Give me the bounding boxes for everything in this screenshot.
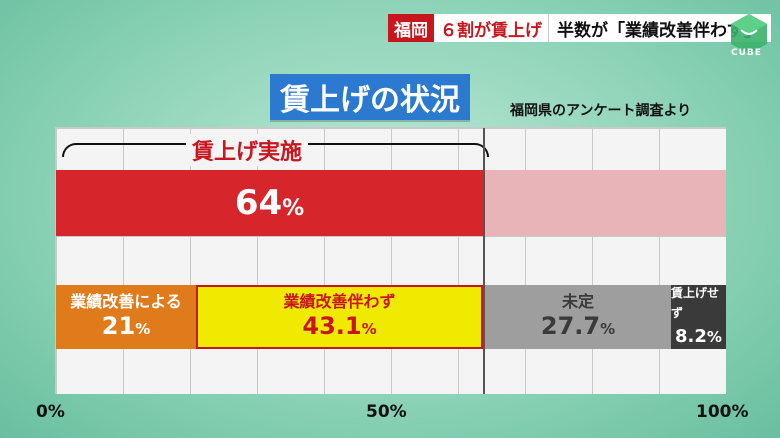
- cube-logo-icon: [731, 14, 767, 54]
- axis-tick-50: 50%: [366, 402, 407, 422]
- news-ticker: 福岡 ６割が賃上げ 半数が「業績改善伴わず」: [388, 14, 771, 42]
- segment-label: 賃上げせず: [671, 286, 720, 320]
- axis-tick-100: 100%: [696, 402, 749, 422]
- segment-value: 21%: [101, 311, 151, 340]
- segment-label: 未定: [561, 291, 594, 311]
- segment-performance-improved: 業績改善による 21%: [56, 285, 196, 349]
- divider-line: [483, 128, 485, 394]
- logo-text: CUBE: [731, 48, 762, 58]
- chart-panel: 賃上げ実施 64 % 業績改善による 21% 業績改善伴わず 43.1% 未定 …: [55, 127, 726, 394]
- axis-tick-0: 0%: [36, 402, 65, 422]
- segment-without-improvement: 業績改善伴わず 43.1%: [196, 285, 483, 349]
- page-title: 賃上げの状況: [270, 74, 470, 120]
- segment-value: 27.7%: [540, 311, 616, 340]
- implemented-label: 賃上げ実施: [186, 134, 309, 166]
- segment-value: 8.2%: [675, 326, 722, 347]
- bar-implemented-value: 64: [234, 183, 283, 223]
- bar-implemented-64: 64 %: [56, 170, 483, 236]
- segment-no-raise: 賃上げせず 8.2%: [671, 285, 726, 349]
- ticker-location: 福岡: [388, 14, 434, 42]
- segment-label: 業績改善伴わず: [283, 291, 396, 311]
- source-note: 福岡県のアンケート調査より: [510, 103, 692, 119]
- bar-implemented-unit: %: [282, 195, 305, 221]
- ticker-headline: ６割が賃上げ: [434, 14, 548, 42]
- segment-undecided: 未定 27.7%: [485, 285, 671, 349]
- segment-label: 業績改善による: [70, 291, 182, 311]
- bar-remainder: [485, 170, 726, 236]
- segment-value: 43.1%: [302, 311, 377, 340]
